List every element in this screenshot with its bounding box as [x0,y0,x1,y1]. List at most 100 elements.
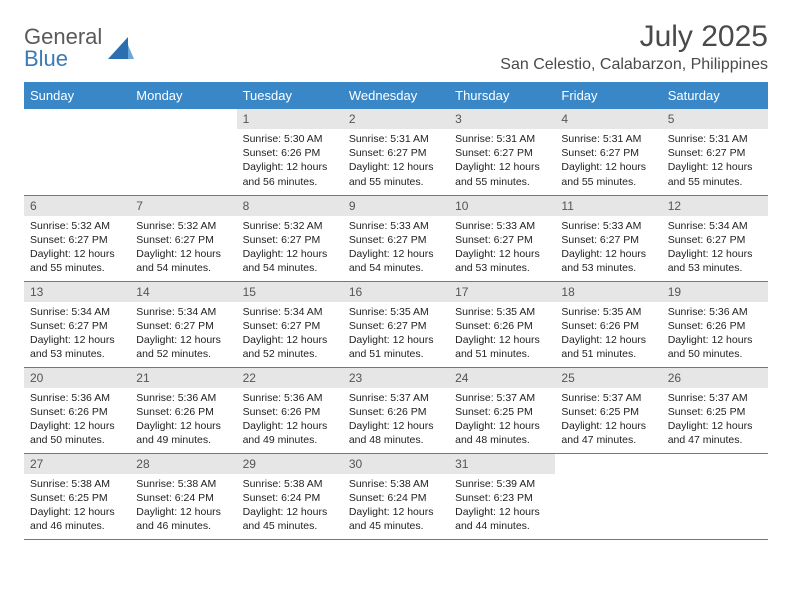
day-header-row: SundayMondayTuesdayWednesdayThursdayFrid… [24,82,768,109]
day-number: 27 [24,454,130,474]
day-content: Sunrise: 5:35 AMSunset: 6:26 PMDaylight:… [449,302,555,366]
week-row: 27Sunrise: 5:38 AMSunset: 6:25 PMDayligh… [24,453,768,539]
day-cell: 23Sunrise: 5:37 AMSunset: 6:26 PMDayligh… [343,367,449,453]
day-content: Sunrise: 5:36 AMSunset: 6:26 PMDaylight:… [24,388,130,452]
day-number: 7 [130,196,236,216]
day-cell: 21Sunrise: 5:36 AMSunset: 6:26 PMDayligh… [130,367,236,453]
day-cell: 10Sunrise: 5:33 AMSunset: 6:27 PMDayligh… [449,195,555,281]
day-cell: 3Sunrise: 5:31 AMSunset: 6:27 PMDaylight… [449,109,555,195]
day-number: 19 [662,282,768,302]
day-cell: 9Sunrise: 5:33 AMSunset: 6:27 PMDaylight… [343,195,449,281]
day-content: Sunrise: 5:37 AMSunset: 6:25 PMDaylight:… [662,388,768,452]
day-cell [662,453,768,539]
day-cell: 7Sunrise: 5:32 AMSunset: 6:27 PMDaylight… [130,195,236,281]
day-content: Sunrise: 5:33 AMSunset: 6:27 PMDaylight:… [343,216,449,280]
day-cell: 18Sunrise: 5:35 AMSunset: 6:26 PMDayligh… [555,281,661,367]
calendar-head: SundayMondayTuesdayWednesdayThursdayFrid… [24,82,768,109]
day-cell: 6Sunrise: 5:32 AMSunset: 6:27 PMDaylight… [24,195,130,281]
brand-text: General Blue [24,26,102,70]
day-number: 28 [130,454,236,474]
day-cell: 17Sunrise: 5:35 AMSunset: 6:26 PMDayligh… [449,281,555,367]
day-number: 18 [555,282,661,302]
day-cell: 31Sunrise: 5:39 AMSunset: 6:23 PMDayligh… [449,453,555,539]
location-text: San Celestio, Calabarzon, Philippines [500,56,768,74]
day-content: Sunrise: 5:37 AMSunset: 6:26 PMDaylight:… [343,388,449,452]
day-header: Thursday [449,82,555,109]
day-cell: 13Sunrise: 5:34 AMSunset: 6:27 PMDayligh… [24,281,130,367]
day-cell [130,109,236,195]
day-content: Sunrise: 5:31 AMSunset: 6:27 PMDaylight:… [555,129,661,193]
day-cell: 12Sunrise: 5:34 AMSunset: 6:27 PMDayligh… [662,195,768,281]
day-content: Sunrise: 5:31 AMSunset: 6:27 PMDaylight:… [662,129,768,193]
day-number: 25 [555,368,661,388]
day-content: Sunrise: 5:31 AMSunset: 6:27 PMDaylight:… [449,129,555,193]
day-cell: 4Sunrise: 5:31 AMSunset: 6:27 PMDaylight… [555,109,661,195]
day-number: 22 [237,368,343,388]
day-header: Sunday [24,82,130,109]
day-cell: 30Sunrise: 5:38 AMSunset: 6:24 PMDayligh… [343,453,449,539]
day-cell: 20Sunrise: 5:36 AMSunset: 6:26 PMDayligh… [24,367,130,453]
day-cell: 25Sunrise: 5:37 AMSunset: 6:25 PMDayligh… [555,367,661,453]
day-content: Sunrise: 5:39 AMSunset: 6:23 PMDaylight:… [449,474,555,538]
day-content: Sunrise: 5:38 AMSunset: 6:24 PMDaylight:… [237,474,343,538]
week-row: 13Sunrise: 5:34 AMSunset: 6:27 PMDayligh… [24,281,768,367]
title-block: July 2025 San Celestio, Calabarzon, Phil… [500,20,768,74]
day-header: Wednesday [343,82,449,109]
day-number: 8 [237,196,343,216]
day-content: Sunrise: 5:35 AMSunset: 6:26 PMDaylight:… [555,302,661,366]
day-number: 14 [130,282,236,302]
day-cell [555,453,661,539]
week-row: 20Sunrise: 5:36 AMSunset: 6:26 PMDayligh… [24,367,768,453]
brand-sail-icon [106,35,136,61]
day-content: Sunrise: 5:34 AMSunset: 6:27 PMDaylight:… [130,302,236,366]
day-number: 24 [449,368,555,388]
day-header: Saturday [662,82,768,109]
day-cell: 11Sunrise: 5:33 AMSunset: 6:27 PMDayligh… [555,195,661,281]
month-title: July 2025 [500,20,768,54]
day-number: 30 [343,454,449,474]
brand-logo: General Blue [24,20,136,70]
day-cell: 1Sunrise: 5:30 AMSunset: 6:26 PMDaylight… [237,109,343,195]
week-row: 1Sunrise: 5:30 AMSunset: 6:26 PMDaylight… [24,109,768,195]
day-number: 3 [449,109,555,129]
day-content: Sunrise: 5:36 AMSunset: 6:26 PMDaylight:… [130,388,236,452]
day-content: Sunrise: 5:32 AMSunset: 6:27 PMDaylight:… [130,216,236,280]
day-number: 6 [24,196,130,216]
day-header: Tuesday [237,82,343,109]
day-cell: 19Sunrise: 5:36 AMSunset: 6:26 PMDayligh… [662,281,768,367]
day-content: Sunrise: 5:34 AMSunset: 6:27 PMDaylight:… [662,216,768,280]
day-cell: 15Sunrise: 5:34 AMSunset: 6:27 PMDayligh… [237,281,343,367]
day-content: Sunrise: 5:33 AMSunset: 6:27 PMDaylight:… [449,216,555,280]
day-content: Sunrise: 5:36 AMSunset: 6:26 PMDaylight:… [237,388,343,452]
day-cell: 14Sunrise: 5:34 AMSunset: 6:27 PMDayligh… [130,281,236,367]
day-content: Sunrise: 5:37 AMSunset: 6:25 PMDaylight:… [449,388,555,452]
day-content: Sunrise: 5:33 AMSunset: 6:27 PMDaylight:… [555,216,661,280]
day-number: 21 [130,368,236,388]
header: General Blue July 2025 San Celestio, Cal… [24,20,768,74]
day-number: 2 [343,109,449,129]
brand-line2: Blue [24,46,68,71]
day-content: Sunrise: 5:31 AMSunset: 6:27 PMDaylight:… [343,129,449,193]
day-content: Sunrise: 5:34 AMSunset: 6:27 PMDaylight:… [237,302,343,366]
day-content: Sunrise: 5:37 AMSunset: 6:25 PMDaylight:… [555,388,661,452]
day-number: 12 [662,196,768,216]
day-number: 15 [237,282,343,302]
day-cell: 5Sunrise: 5:31 AMSunset: 6:27 PMDaylight… [662,109,768,195]
day-content: Sunrise: 5:38 AMSunset: 6:24 PMDaylight:… [130,474,236,538]
day-cell [24,109,130,195]
day-number: 20 [24,368,130,388]
day-cell: 8Sunrise: 5:32 AMSunset: 6:27 PMDaylight… [237,195,343,281]
day-number: 17 [449,282,555,302]
day-cell: 22Sunrise: 5:36 AMSunset: 6:26 PMDayligh… [237,367,343,453]
day-number: 9 [343,196,449,216]
day-cell: 2Sunrise: 5:31 AMSunset: 6:27 PMDaylight… [343,109,449,195]
day-cell: 26Sunrise: 5:37 AMSunset: 6:25 PMDayligh… [662,367,768,453]
day-number: 13 [24,282,130,302]
day-cell: 28Sunrise: 5:38 AMSunset: 6:24 PMDayligh… [130,453,236,539]
day-cell: 29Sunrise: 5:38 AMSunset: 6:24 PMDayligh… [237,453,343,539]
day-number: 26 [662,368,768,388]
day-cell: 16Sunrise: 5:35 AMSunset: 6:27 PMDayligh… [343,281,449,367]
day-number: 10 [449,196,555,216]
day-number: 29 [237,454,343,474]
week-row: 6Sunrise: 5:32 AMSunset: 6:27 PMDaylight… [24,195,768,281]
